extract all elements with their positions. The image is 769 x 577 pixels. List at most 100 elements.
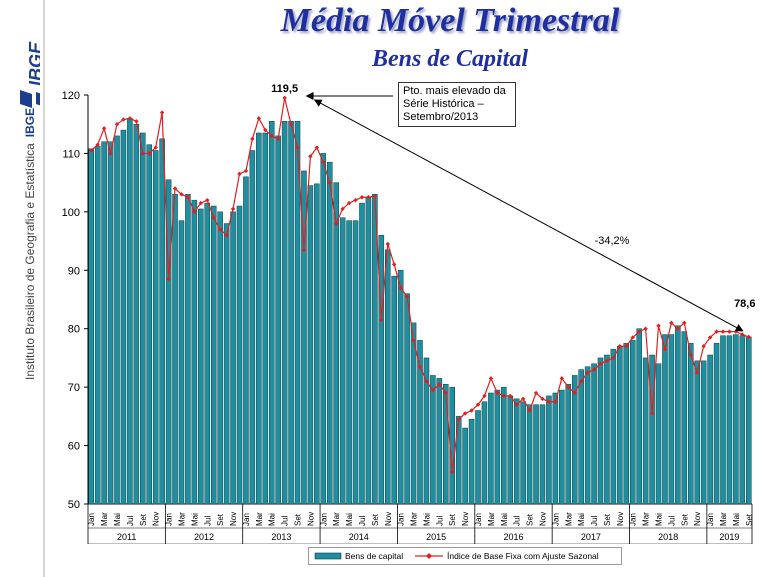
- page-subtitle: Bens de Capital: [371, 46, 528, 72]
- bar: [223, 223, 230, 505]
- x-tick-label: Mai: [422, 513, 431, 526]
- bar: [262, 132, 269, 505]
- x-tick-label: Mai: [190, 513, 199, 526]
- line-point: [572, 390, 577, 396]
- bar: [385, 249, 391, 505]
- bar: [191, 199, 198, 505]
- x-tick-label: Jan: [165, 513, 174, 526]
- line-point: [166, 276, 171, 282]
- bar: [365, 197, 372, 505]
- line-point: [630, 335, 635, 340]
- x-tick-label: Nov: [693, 512, 702, 526]
- x-tick-label: Set: [371, 513, 380, 526]
- x-tick-label: Mai: [268, 513, 277, 526]
- line-point: [295, 145, 300, 150]
- last-value-label: 78,6: [734, 298, 755, 310]
- bar: [501, 386, 507, 505]
- x-tick-label: Jul: [358, 516, 367, 526]
- bar: [655, 363, 662, 505]
- x-tick-label: Mai: [732, 513, 741, 526]
- line-point: [211, 215, 216, 220]
- line-point: [546, 399, 552, 404]
- bar: [726, 335, 733, 505]
- bar: [243, 176, 249, 505]
- x-tick-label: Mai: [577, 513, 586, 526]
- line-point: [482, 393, 487, 399]
- y-tick-label: 80: [68, 324, 80, 336]
- x-tick-label: Set: [603, 513, 612, 526]
- x-tick-label: Nov: [306, 512, 315, 526]
- bar: [178, 220, 185, 505]
- sidebar: IBGE Instituto Brasileiro de Geografia e…: [0, 0, 46, 577]
- line-point: [308, 154, 313, 159]
- bar: [675, 325, 681, 505]
- line-point: [604, 358, 610, 364]
- bar: [352, 220, 359, 505]
- bar: [559, 389, 565, 505]
- line-point: [192, 209, 197, 215]
- bar: [539, 404, 546, 505]
- x-tick-label: Jul: [203, 516, 212, 526]
- line-point: [275, 136, 281, 142]
- bar: [256, 132, 262, 505]
- bar: [217, 211, 223, 505]
- bar: [198, 208, 204, 505]
- line-point: [488, 376, 494, 381]
- line-point: [643, 326, 648, 331]
- bar: [275, 135, 281, 505]
- line-point: [598, 361, 603, 366]
- line-point: [217, 227, 223, 232]
- bar: [520, 401, 526, 505]
- year-label: 2015: [426, 532, 446, 542]
- bar: [249, 150, 256, 505]
- line-point: [430, 387, 436, 393]
- bar: [649, 354, 655, 505]
- line-point: [707, 335, 713, 340]
- line-point: [662, 346, 668, 352]
- x-tick-label: Set: [216, 513, 225, 526]
- line-point: [269, 133, 274, 139]
- bar: [694, 360, 700, 505]
- line-point: [237, 171, 242, 177]
- line-point: [450, 469, 455, 475]
- bar: [133, 123, 140, 505]
- year-label: 2014: [349, 532, 369, 542]
- x-tick-label: Mai: [655, 513, 664, 526]
- line-point: [172, 186, 178, 191]
- bar: [546, 395, 552, 505]
- bar: [591, 363, 597, 505]
- x-tick-label: Nov: [616, 512, 625, 526]
- legend-line-label: Índice de Base Fixa com Ajuste Sazonal: [447, 551, 599, 561]
- line-point: [553, 399, 558, 404]
- bar: [230, 211, 236, 505]
- bar: [326, 161, 333, 505]
- line-point: [185, 195, 191, 200]
- line-point: [649, 411, 655, 416]
- line-point: [424, 379, 429, 384]
- bar: [443, 383, 449, 505]
- x-tick-label: Jul: [590, 516, 599, 526]
- x-tick-label: Mar: [332, 512, 341, 526]
- x-tick-label: Jul: [513, 516, 522, 526]
- bar: [636, 328, 642, 505]
- bar: [185, 194, 191, 505]
- line-point: [727, 329, 732, 334]
- legend: Bens de capital Índice de Base Fixa com …: [308, 547, 622, 565]
- line-point: [624, 344, 629, 349]
- x-tick-label: Jan: [319, 513, 328, 526]
- legend-bar-label: Bens de capital: [345, 551, 403, 561]
- x-tick-label: Mar: [410, 512, 419, 526]
- line-point: [508, 393, 513, 399]
- line-point: [353, 197, 358, 203]
- x-tick-label: Mar: [100, 512, 109, 526]
- line-point: [108, 151, 113, 156]
- bar: [584, 366, 591, 505]
- bar: [288, 121, 294, 505]
- x-tick-label: Jan: [706, 513, 715, 526]
- bar: [604, 354, 610, 505]
- line-point: [256, 116, 262, 121]
- bar: [578, 369, 584, 505]
- bar: [120, 129, 127, 505]
- line-point: [495, 390, 500, 396]
